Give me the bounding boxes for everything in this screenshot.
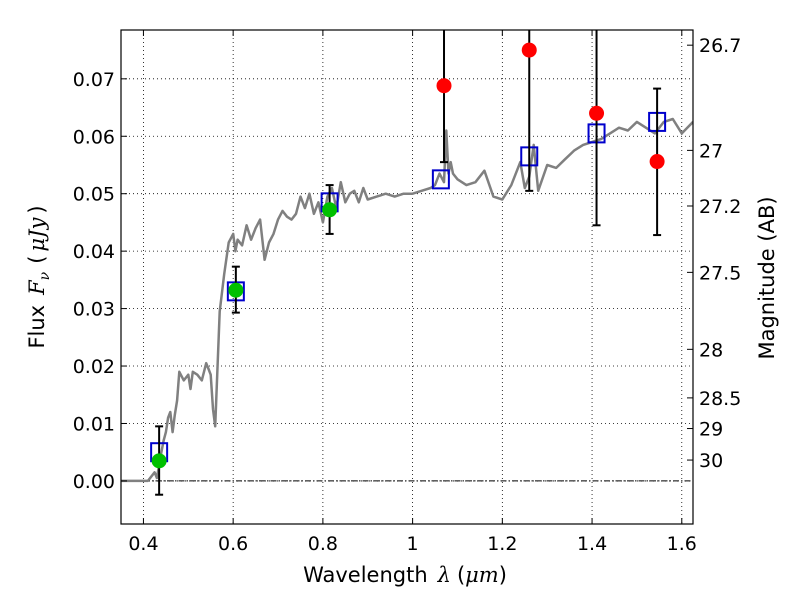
y-tick-label: 0.05 — [73, 184, 115, 206]
y-tick-label: 0.03 — [73, 299, 115, 321]
x-tick-label: 0.4 — [128, 533, 158, 555]
magnitude-tick-label: 28.5 — [699, 388, 741, 410]
magnitude-tick-label: 27 — [699, 140, 723, 162]
red-point — [521, 42, 537, 58]
plot-border — [120, 29, 694, 525]
x-tick-label: 0.8 — [308, 533, 338, 555]
x-tick-label: 1 — [407, 533, 419, 555]
x-tick-label: 1.2 — [487, 533, 517, 555]
plot-area — [121, 30, 693, 524]
y-axis: 0.00 0.01 0.02 0.03 0.04 0.05 0.06 0.07 — [73, 69, 127, 493]
detection-point — [322, 202, 338, 218]
y-tick-label: 0.06 — [73, 126, 115, 148]
magnitude-tick-label: 27.5 — [699, 262, 741, 284]
magnitude-tick-label: 29 — [699, 419, 723, 441]
x-tick-label: 1.6 — [667, 533, 697, 555]
magnitude-axis-title: Magnitude (AB) — [755, 196, 779, 359]
magnitude-tick-label: 27.2 — [699, 196, 741, 218]
magnitude-tick-label: 26.7 — [699, 35, 741, 57]
upper-points — [436, 42, 665, 170]
red-point — [436, 78, 452, 94]
x-axis: 0.4 0.6 0.8 1 1.2 1.4 1.6 — [128, 30, 697, 555]
detection-point — [228, 282, 244, 298]
y-tick-label: 0.04 — [73, 241, 115, 263]
detection-point — [151, 453, 167, 469]
y-tick-label: 0.00 — [73, 471, 115, 493]
x-tick-label: 0.6 — [218, 533, 248, 555]
model-square — [431, 169, 450, 190]
y-tick-label: 0.02 — [73, 356, 115, 378]
detection-points — [151, 202, 338, 469]
y-tick-label: 0.07 — [73, 69, 115, 91]
magnitude-axis: 26.7 27 27.2 27.5 28 28.5 29 30 — [687, 35, 741, 472]
magnitude-tick-label: 28 — [699, 339, 723, 361]
red-point — [649, 154, 665, 170]
x-axis-title: Wavelength λ (μm) — [303, 563, 507, 587]
y-tick-label: 0.01 — [73, 413, 115, 435]
spectrum-line — [121, 117, 693, 483]
plot-content — [121, 30, 693, 496]
y-axis-title: FluxFν(μJy) — [25, 205, 53, 348]
x-tick-label: 1.4 — [577, 533, 607, 555]
magnitude-tick-label: 30 — [699, 450, 723, 472]
red-point — [589, 105, 605, 121]
